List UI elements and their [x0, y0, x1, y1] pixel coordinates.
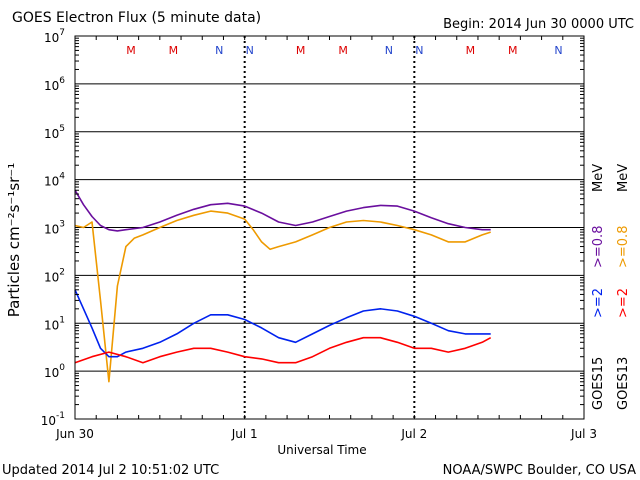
marker-m: M [508, 44, 518, 57]
tick-layer: 10-1 100 101 102 103 104 105 106 107 Jun 30 Jul 1 J… [41, 28, 597, 441]
plot-frame [74, 35, 585, 420]
x-tick-label: Jul 2 [400, 427, 427, 441]
legend-g13-2mev: >=2 [616, 288, 631, 318]
series-line-g15-08 [74, 189, 491, 232]
marker-m: M [296, 44, 306, 57]
chart-title: GOES Electron Flux (5 minute data) [12, 10, 261, 26]
marker-n: N [554, 44, 562, 57]
y-tick-label: 102 [44, 267, 65, 284]
y-tick-label: 101 [44, 315, 65, 332]
x-tick-label: Jul 1 [231, 427, 258, 441]
marker-m: M [126, 44, 136, 57]
y-tick-label: 103 [44, 220, 65, 237]
series-line-g13-08 [74, 210, 491, 383]
series-line-g15-2 [74, 289, 491, 358]
begin-time: Begin: 2014 Jun 30 0000 UTC [443, 17, 634, 32]
x-axis-label: Universal Time [277, 443, 366, 457]
legend-g15-2mev: >=2 [591, 288, 606, 318]
credit-text: NOAA/SWPC Boulder, CO USA [443, 463, 636, 478]
y-tick-label: 105 [44, 124, 65, 141]
y-tick-label: 104 [44, 172, 65, 189]
marker-m: M [169, 44, 179, 57]
y-tick-label: 106 [44, 76, 65, 93]
series-line-g13-2 [74, 336, 492, 364]
x-tick-label: Jun 30 [55, 427, 94, 441]
marker-n: N [215, 44, 223, 57]
legend-g15-08mev: >=0.8 [591, 226, 606, 268]
updated-timestamp: Updated 2014 Jul 2 10:51:02 UTC [2, 463, 219, 478]
legend-unit-top: MeV [591, 164, 606, 192]
legend-goes15: GOES15 [591, 357, 606, 410]
marker-m: M [338, 44, 348, 57]
marker-n: N [246, 44, 254, 57]
legend-unit-bottom: MeV [616, 164, 631, 192]
x-tick-label: Jul 3 [570, 427, 597, 441]
marker-m: M [466, 44, 476, 57]
series-layer [74, 189, 492, 383]
marker-n: N [385, 44, 393, 57]
y-tick-label: 107 [44, 28, 65, 45]
y-tick-label: 100 [44, 363, 65, 380]
y-axis-label: Particles cm⁻²s⁻¹sr⁻¹ [5, 163, 23, 317]
legend-g13-08mev: >=0.8 [616, 226, 631, 268]
y-tick-label: 10-1 [41, 411, 65, 428]
legend: GOES15 GOES13 >=2 >=2 >=0.8 >=0.8 MeV Me… [591, 164, 631, 410]
legend-goes13: GOES13 [616, 357, 631, 410]
marker-n: N [415, 44, 423, 57]
